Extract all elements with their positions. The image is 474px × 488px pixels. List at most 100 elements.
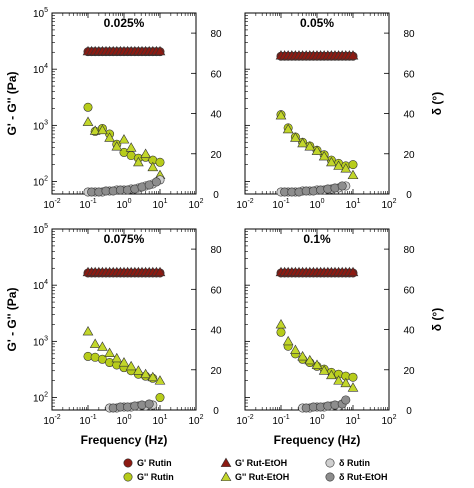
- x-tick-label: 10-2: [43, 414, 60, 427]
- x-tick-label: 10-1: [272, 198, 289, 211]
- x-tick-label: 102: [188, 198, 203, 211]
- series-delta_etoh: [87, 177, 161, 197]
- data-point: [104, 347, 115, 357]
- y-right-tick-label: 80: [210, 29, 222, 40]
- y-left-tick-label: 102: [33, 392, 48, 405]
- legend-marker: [123, 458, 133, 468]
- chart-panel: 10-2 10-1 100 101 102 102 103 104 105 0 20 40 60 80 0.…: [5, 223, 222, 447]
- y-right-tick-label: 20: [210, 366, 222, 377]
- legend: G' Rutin G' Rut-EtOH δ Rutin G'' Rutin G'' R…: [123, 457, 387, 482]
- data-point: [276, 327, 286, 337]
- y-right-tick-label: 60: [210, 69, 222, 80]
- data-point: [104, 132, 115, 142]
- data-point: [318, 365, 330, 375]
- y-left-tick-label: 105: [33, 223, 48, 236]
- data-point: [290, 132, 301, 142]
- y-right-tick-label: 60: [403, 285, 415, 296]
- plot-frame: [51, 228, 197, 411]
- data-point: [297, 137, 308, 148]
- series-delta_etoh: [280, 181, 347, 197]
- legend-label: δ Rut-EtOH: [339, 472, 387, 482]
- series-gpp_etoh: [275, 110, 359, 180]
- legend-marker: [325, 458, 335, 468]
- data-point: [125, 360, 137, 371]
- series-gpp_rutin: [276, 110, 358, 171]
- data-point: [311, 145, 323, 155]
- legend-label: G'' Rut-EtOH: [235, 472, 289, 482]
- plot-frame: [244, 228, 390, 411]
- legend-label: G'' Rutin: [137, 472, 174, 482]
- data-point: [155, 393, 165, 403]
- data-point: [347, 169, 359, 180]
- data-point: [140, 368, 151, 379]
- series-gpp_rutin: [83, 351, 165, 403]
- y-right-tick-label: 0: [406, 406, 412, 417]
- legend-item: G' Rut-EtOH: [220, 457, 287, 468]
- data-point: [318, 150, 330, 161]
- legend-item: G'' Rut-EtOH: [220, 471, 289, 482]
- x-tick-label: 100: [309, 414, 324, 427]
- x-tick-label: 10-1: [79, 198, 96, 211]
- data-point: [275, 319, 287, 329]
- data-point: [348, 160, 358, 170]
- data-point: [347, 266, 359, 277]
- y-right-tick-label: 40: [210, 326, 222, 337]
- data-point: [333, 160, 344, 170]
- y-right-tick-label: 20: [210, 150, 222, 161]
- data-point: [333, 375, 344, 385]
- panel-title: 0.025%: [104, 16, 145, 30]
- series-delta_etoh: [108, 399, 154, 413]
- data-point: [347, 382, 359, 392]
- series-gpp_etoh: [275, 319, 359, 392]
- y-right-tick-label: 0: [213, 406, 219, 417]
- y-right-tick-label: 40: [403, 326, 415, 337]
- chart-panel: 10-2 10-1 100 101 102 102 103 104 105 0 20 40 60 80 0.…: [5, 7, 222, 211]
- data-point: [89, 338, 101, 348]
- y-right-tick-label: 20: [403, 150, 415, 161]
- y-right-tick-label: 40: [403, 110, 415, 121]
- data-point: [133, 156, 144, 167]
- data-point: [341, 395, 351, 405]
- data-point: [340, 163, 352, 173]
- x-tick-label: 101: [345, 414, 360, 427]
- x-tick-label: 101: [345, 198, 360, 211]
- data-point: [118, 357, 130, 367]
- data-point: [82, 326, 94, 336]
- data-point: [340, 377, 352, 388]
- data-point: [348, 372, 358, 382]
- x-tick-label: 10-2: [236, 414, 253, 427]
- data-point: [282, 335, 294, 346]
- series-gp_etoh: [82, 266, 166, 277]
- x-tick-label: 101: [152, 414, 167, 427]
- legend-item: δ Rutin: [325, 458, 370, 468]
- x-tick-label: 100: [309, 198, 324, 211]
- y-left-tick-label: 103: [33, 335, 48, 348]
- data-point: [347, 50, 359, 60]
- legend-item: δ Rut-EtOH: [325, 472, 387, 482]
- y-right-tick-label: 0: [406, 190, 412, 201]
- y-axis-title: G' - G'' (Pa): [5, 72, 19, 136]
- y-right-axis-title: δ (°): [430, 308, 444, 331]
- data-point: [304, 141, 316, 151]
- data-point: [147, 161, 159, 172]
- x-tick-label: 102: [381, 198, 396, 211]
- chart-panel: 10-2 10-1 100 101 102 0 20 40 60 80 0.05% δ (°): [236, 12, 444, 211]
- data-point: [111, 352, 123, 363]
- y-right-tick-label: 80: [210, 245, 222, 256]
- data-point: [140, 148, 151, 158]
- y-right-axis-title: δ (°): [430, 92, 444, 115]
- data-point: [147, 371, 159, 382]
- x-axis-title: Frequency (Hz): [274, 433, 361, 447]
- x-tick-label: 10-2: [43, 198, 60, 211]
- data-point: [326, 156, 337, 167]
- data-point: [154, 266, 166, 277]
- data-point: [282, 123, 294, 134]
- data-point: [118, 134, 130, 144]
- data-point: [83, 102, 93, 112]
- x-tick-label: 10-1: [272, 414, 289, 427]
- data-point: [154, 45, 166, 56]
- chart-panel: 10-2 10-1 100 101 102 0 20 40 60 80 0.1% δ (°) Frequ…: [236, 228, 444, 447]
- legend-item: G'' Rutin: [123, 472, 174, 482]
- series-gp_etoh: [275, 50, 359, 60]
